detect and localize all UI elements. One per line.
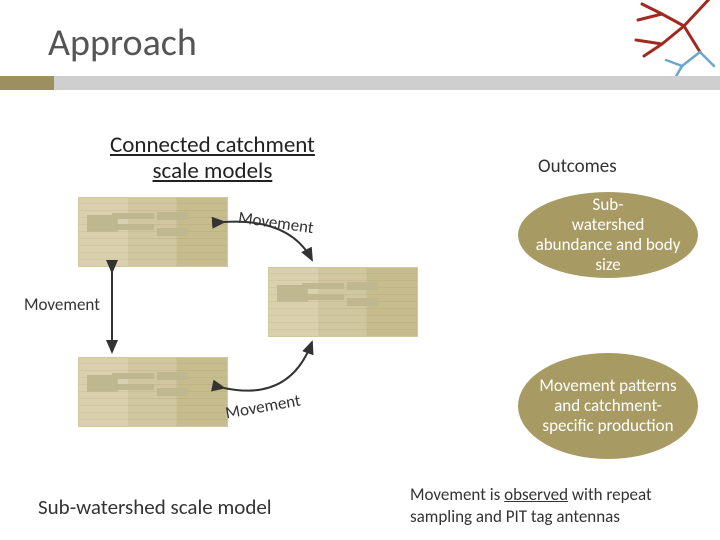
subwatershed-caption: Sub-watershed scale model (38, 494, 272, 520)
observed-underline: observed (504, 484, 568, 505)
slide: { "title": "Approach", "hr": { "left_wid… (0, 0, 720, 540)
observed-note: Movement is observed with repeat samplin… (410, 484, 700, 528)
arrows (0, 0, 720, 540)
observed-pre: Movement is (410, 484, 504, 505)
